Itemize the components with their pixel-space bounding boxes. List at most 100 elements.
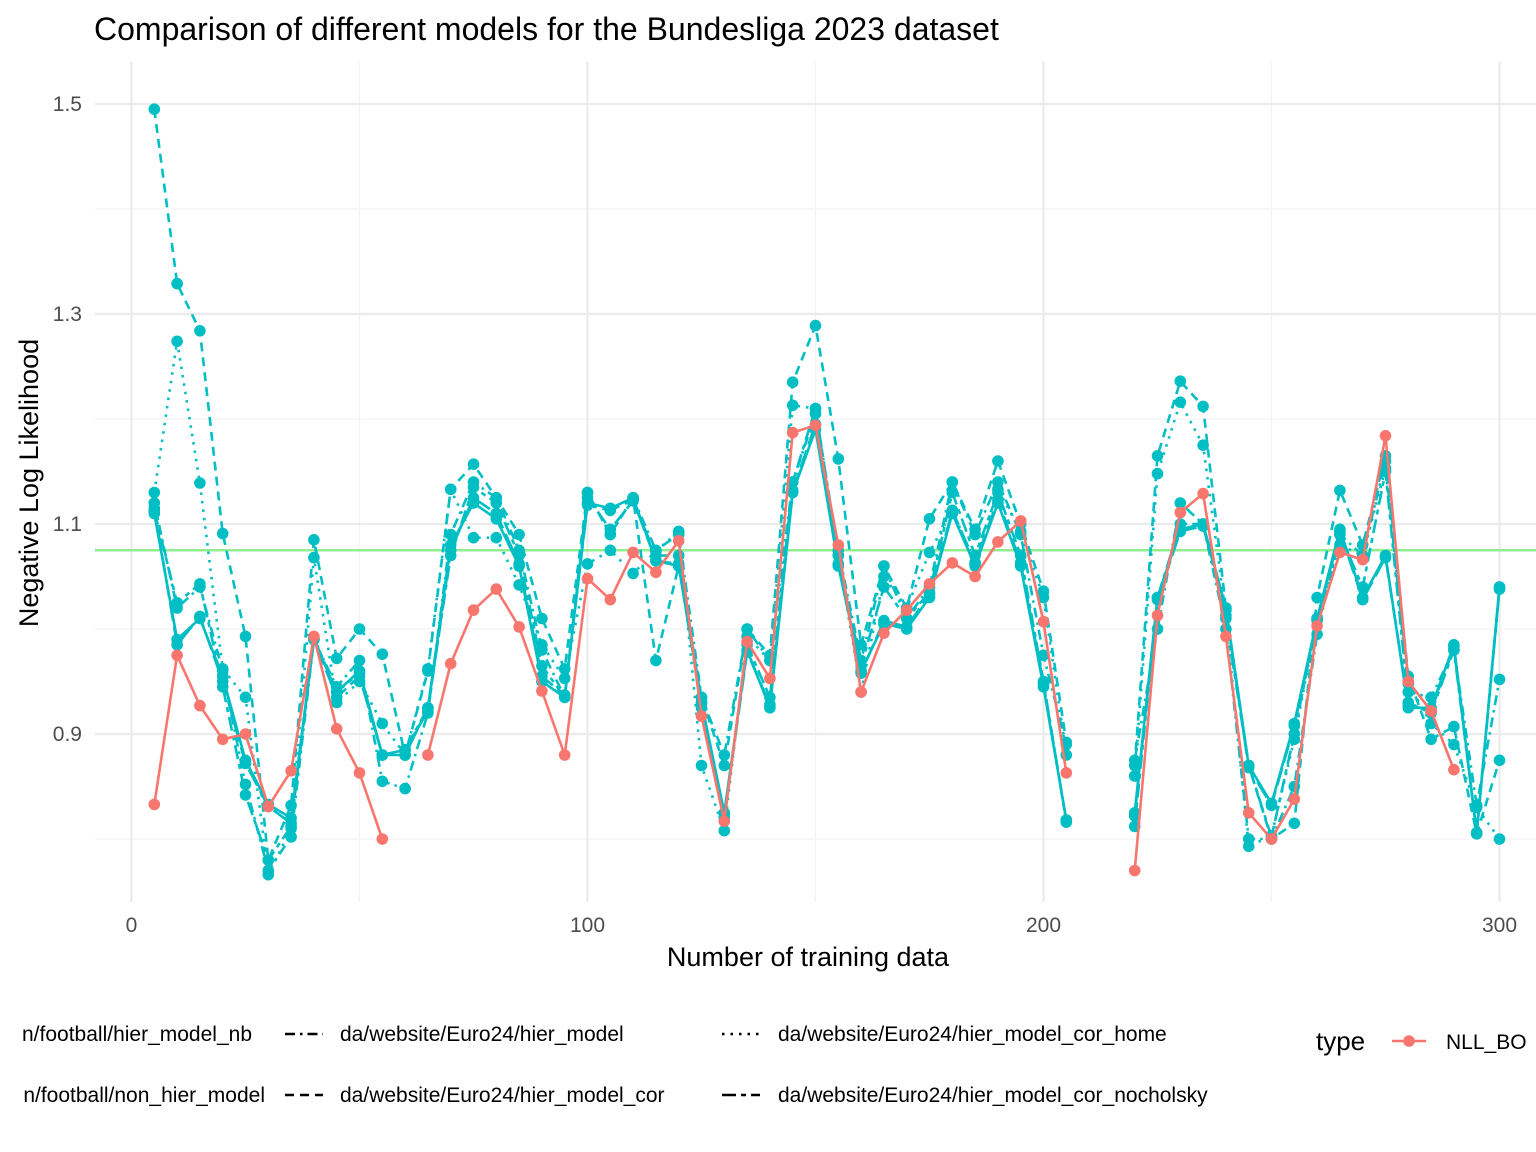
data-point (1356, 593, 1369, 606)
data-point (558, 672, 571, 685)
data-point (513, 579, 525, 591)
data-point (194, 578, 206, 590)
data-point (923, 513, 936, 525)
data-point (1037, 649, 1050, 662)
y-axis-title: Negative Log Likelihood (14, 339, 44, 627)
data-point (1060, 767, 1073, 779)
data-point (946, 557, 959, 569)
legend-label: n/football/hier_model_nb (22, 1023, 252, 1046)
data-point (1311, 591, 1323, 604)
data-point (1448, 720, 1460, 733)
data-point (376, 717, 389, 730)
y-tick-label: 0.9 (53, 723, 82, 746)
data-point (171, 639, 183, 651)
data-point (1334, 528, 1346, 541)
data-point (969, 523, 981, 536)
y-tick-label: 1.5 (53, 93, 82, 116)
data-point (1151, 467, 1164, 480)
data-point (1402, 675, 1415, 688)
data-point (627, 567, 639, 580)
data-point (239, 789, 252, 801)
data-point (239, 691, 252, 704)
data-point (604, 523, 617, 536)
data-point (422, 663, 434, 675)
data-point (969, 570, 981, 583)
data-point (764, 691, 776, 704)
data-point (1402, 696, 1415, 709)
data-point (330, 696, 343, 709)
data-point (581, 572, 594, 585)
data-point (422, 702, 434, 714)
data-point (1037, 675, 1050, 688)
data-point (809, 419, 822, 432)
data-point (1288, 793, 1301, 805)
data-point (376, 833, 389, 845)
data-point (1448, 763, 1460, 776)
data-point (558, 691, 571, 704)
data-point (148, 103, 161, 115)
data-point (718, 815, 731, 827)
data-point (992, 486, 1004, 499)
data-point (923, 546, 936, 559)
data-point (422, 749, 434, 761)
data-point (581, 558, 594, 570)
data-point (855, 639, 867, 651)
data-point (467, 458, 480, 471)
legend-label: da/website/Euro24/hier_model_cor_nochols… (778, 1084, 1208, 1107)
series-line (153, 407, 1068, 862)
data-point (1242, 759, 1255, 772)
data-point (262, 854, 275, 866)
series-layer (148, 103, 1506, 881)
data-point (194, 325, 206, 337)
data-point (604, 544, 617, 557)
data-point (376, 775, 389, 788)
series-line (153, 109, 1068, 862)
data-point (513, 621, 525, 633)
legend-title: type (1316, 1026, 1365, 1056)
data-point (1174, 396, 1187, 409)
data-point (558, 749, 571, 761)
data-point (946, 486, 959, 499)
data-point (878, 581, 890, 593)
data-point (878, 627, 890, 639)
data-point (171, 649, 183, 662)
data-point (353, 623, 366, 635)
legend: n/football/hier_model_nb n/football/non_h… (22, 1023, 1527, 1107)
data-point (1197, 487, 1209, 500)
data-point (832, 539, 845, 551)
x-tick-label: 300 (1482, 914, 1517, 937)
data-point (1151, 450, 1164, 462)
data-point (467, 604, 480, 616)
data-point (239, 728, 252, 740)
data-point (604, 504, 617, 517)
data-point (809, 402, 822, 415)
data-point (1151, 609, 1164, 622)
data-point (786, 376, 799, 389)
data-point (1493, 754, 1506, 767)
data-point (1174, 375, 1187, 388)
data-point (1379, 430, 1392, 442)
data-point (1197, 439, 1209, 452)
data-point (832, 453, 845, 465)
data-point (376, 749, 389, 761)
x-tick-label: 100 (570, 914, 605, 937)
data-point (878, 570, 890, 583)
data-point (536, 639, 548, 651)
data-point (672, 525, 685, 538)
data-point (1425, 733, 1437, 746)
data-point (513, 528, 525, 541)
data-point (285, 820, 297, 833)
data-point (1356, 581, 1369, 593)
data-point (490, 583, 503, 595)
data-point (809, 319, 822, 332)
x-tick-label: 200 (1026, 914, 1061, 937)
data-point (718, 759, 731, 772)
y-tick-label: 1.1 (53, 513, 82, 536)
data-point (1014, 515, 1027, 527)
data-point (330, 723, 343, 735)
data-point (878, 560, 890, 572)
tick-labels: 0 100 200 300 0.9 1.1 1.3 1.5 (53, 93, 1517, 937)
data-point (194, 610, 206, 623)
data-point (1493, 581, 1506, 593)
data-point (148, 486, 161, 499)
